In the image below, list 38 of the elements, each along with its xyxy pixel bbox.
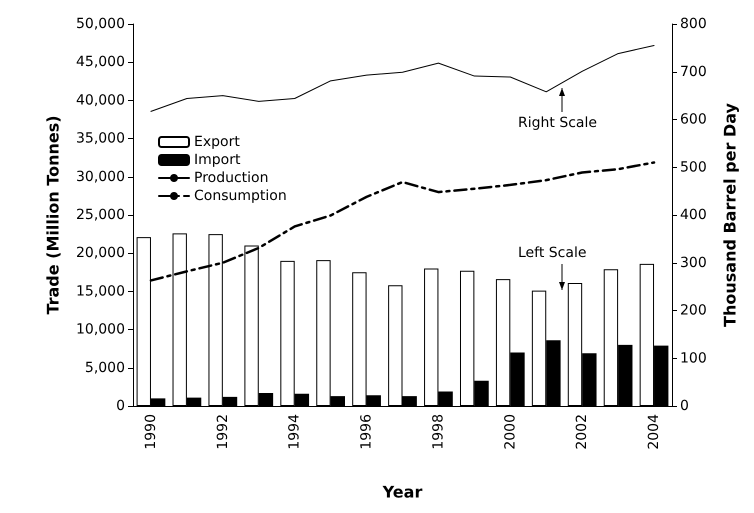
y2-tick-label: 100: [680, 350, 707, 366]
y-tick-label: 20,000: [76, 245, 125, 262]
y2-tick-label: 300: [680, 254, 707, 271]
y-tick-label: 35,000: [76, 130, 125, 147]
x-tick-label: 1992: [214, 414, 231, 450]
annotation: Left Scale: [518, 245, 586, 261]
y2-tick-label: 400: [680, 207, 707, 223]
y-tick-label: 50,000: [76, 16, 125, 32]
y-tick-label: 0: [116, 398, 125, 414]
y2-tick-label: 800: [680, 16, 707, 32]
y-tick-label: 40,000: [76, 92, 125, 108]
y2-axis-title: Thousand Barrel per Day: [720, 102, 740, 327]
y-tick-label: 25,000: [76, 207, 125, 223]
x-tick-label: 2000: [502, 414, 518, 450]
y-tick-label: 45,000: [76, 54, 125, 70]
y-tick-label: 5,000: [84, 360, 125, 376]
x-tick-label: 1996: [358, 414, 375, 450]
legend-label: Export: [194, 134, 240, 150]
x-tick-label: 1994: [286, 414, 303, 450]
legend-label: Consumption: [194, 188, 287, 204]
annotation: Right Scale: [518, 115, 597, 131]
x-axis-title: Year: [382, 482, 422, 502]
y2-tick-label: 0: [680, 398, 689, 414]
y2-tick-label: 500: [680, 159, 707, 176]
x-tick-label: 2004: [646, 414, 662, 450]
legend-label: Import: [194, 152, 241, 168]
x-tick-label: 1990: [142, 414, 159, 450]
line-series: [150, 44, 655, 112]
y2-tick-label: 200: [680, 302, 707, 318]
x-tick-label: 2002: [574, 414, 590, 450]
y2-tick-label: 700: [680, 64, 707, 80]
legend-label: Production: [194, 170, 268, 186]
y-tick-label: 30,000: [76, 168, 125, 185]
x-tick-label: 1998: [430, 414, 446, 450]
y2-tick-label: 600: [680, 112, 707, 128]
y-axis-title: Trade (Million Tonnes): [44, 115, 62, 315]
y-tick-label: 10,000: [76, 322, 125, 338]
y-tick-label: 15,000: [76, 283, 125, 300]
